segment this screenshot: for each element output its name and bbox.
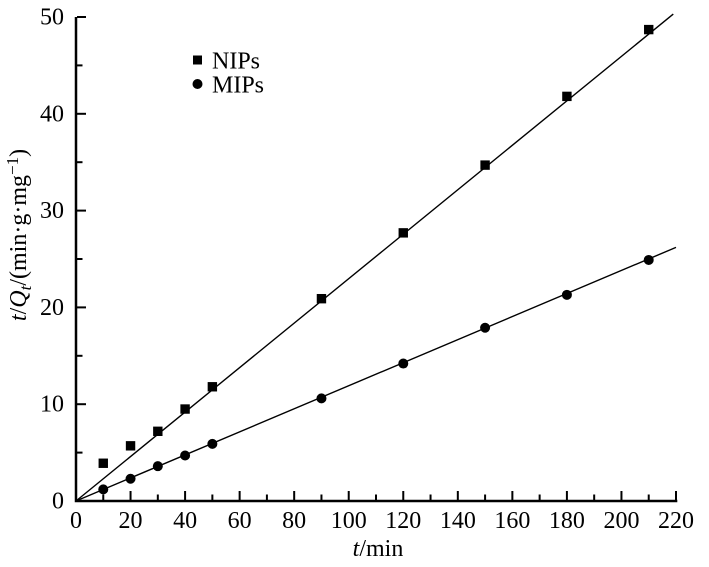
nips-data-point bbox=[180, 404, 190, 414]
mips-data-point bbox=[643, 254, 654, 265]
y-tick-label: 40 bbox=[40, 101, 64, 127]
nips-data-point bbox=[562, 91, 572, 102]
mips-data-point bbox=[180, 450, 191, 461]
x-tick-label: 20 bbox=[119, 508, 143, 534]
axis-label-part: t bbox=[6, 313, 32, 321]
y-tick-label: 10 bbox=[40, 392, 64, 418]
axes bbox=[74, 17, 678, 503]
x-axis-title: t/min bbox=[353, 536, 404, 562]
legend-nips-square-icon bbox=[193, 55, 202, 65]
legend-nips-label: NIPs bbox=[212, 48, 260, 74]
axis-label-part: −1 bbox=[3, 157, 22, 175]
nips-data-point bbox=[644, 24, 654, 35]
axis-label-part: t bbox=[16, 284, 35, 290]
mips-data-point bbox=[152, 461, 163, 472]
axis-label-part: t bbox=[353, 536, 361, 562]
legend-mips-circle-icon bbox=[192, 79, 203, 89]
x-tick-label: 80 bbox=[282, 508, 306, 534]
x-tick-label: 60 bbox=[228, 508, 252, 534]
axis-label-part: /(min·g·mg bbox=[6, 175, 32, 286]
x-tick-label: 180 bbox=[549, 508, 585, 534]
x-tick-label: 160 bbox=[494, 508, 530, 534]
axis-label-part: /min bbox=[359, 536, 403, 562]
axis-label-part: / bbox=[6, 307, 32, 314]
x-axis-ticks bbox=[102, 491, 677, 500]
y-axis-ticks bbox=[77, 16, 86, 454]
x-tick-label: 140 bbox=[440, 508, 476, 534]
nips-fit-line bbox=[75, 13, 674, 502]
legend-mips-label: MIPs bbox=[212, 72, 264, 98]
mips-data-point bbox=[398, 358, 409, 369]
mips-data-point bbox=[561, 289, 572, 300]
nips-data-point bbox=[125, 441, 136, 451]
mips-data-point bbox=[98, 484, 109, 495]
x-tick-label: 120 bbox=[385, 508, 421, 534]
nips-data-point bbox=[207, 382, 218, 392]
y-tick-label: 0 bbox=[52, 489, 64, 515]
nips-data-point bbox=[316, 293, 327, 304]
nips-data-point bbox=[153, 426, 163, 437]
axis-label-part: ) bbox=[6, 149, 32, 157]
nips-data-point bbox=[480, 160, 490, 170]
nips-data-point bbox=[398, 228, 408, 238]
axis-label-part: Q bbox=[6, 290, 32, 307]
x-tick-label: 220 bbox=[658, 508, 694, 534]
x-tick-label: 200 bbox=[603, 508, 639, 534]
mips-fit-line bbox=[75, 246, 677, 502]
y-axis-title: t/Qt/(min·g·mg−1) bbox=[3, 149, 35, 321]
x-tick-label: 100 bbox=[331, 508, 367, 534]
y-tick-label: 30 bbox=[40, 198, 64, 224]
mips-data-point bbox=[125, 473, 136, 484]
y-tick-label: 20 bbox=[40, 295, 64, 321]
y-tick-label: 50 bbox=[40, 5, 64, 31]
mips-data-point bbox=[316, 393, 327, 404]
nips-data-point bbox=[98, 458, 108, 468]
mips-data-point bbox=[207, 438, 218, 449]
mips-data-point bbox=[480, 322, 491, 333]
x-tick-label: 40 bbox=[173, 508, 197, 534]
x-tick-label: 0 bbox=[70, 508, 82, 534]
